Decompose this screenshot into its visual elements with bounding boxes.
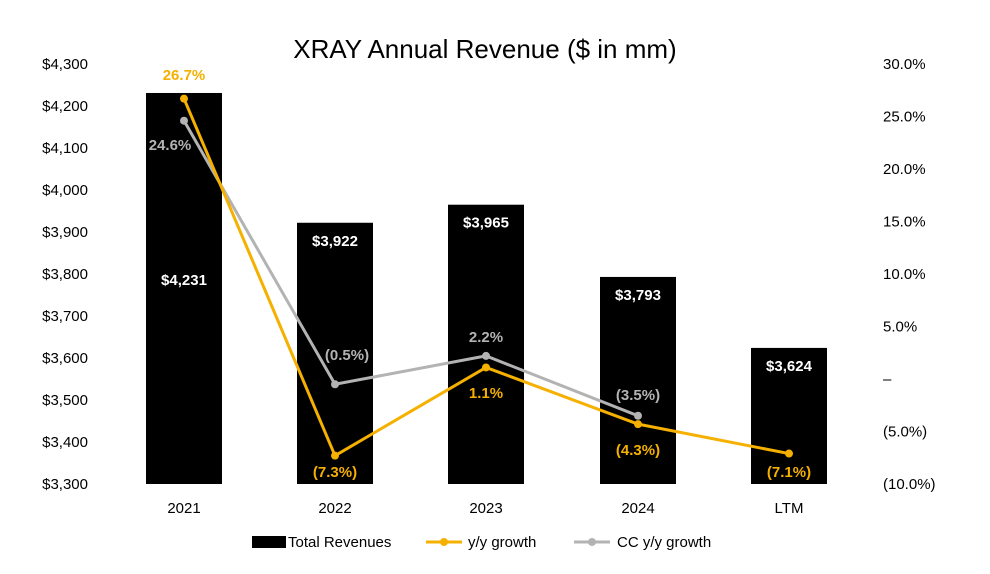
right-axis-tick-label: 5.0% xyxy=(883,319,917,336)
legend-label-total-revenues: Total Revenues xyxy=(288,534,391,551)
bar-2023 xyxy=(448,204,524,484)
yy-growth-label: 1.1% xyxy=(469,385,503,402)
left-axis-tick-label: $3,900 xyxy=(42,224,88,241)
left-axis-tick-label: $3,500 xyxy=(42,392,88,409)
x-axis-tick-label: 2021 xyxy=(167,500,200,517)
cc-yy-growth-line xyxy=(182,119,639,418)
right-axis-tick-label: 10.0% xyxy=(883,266,926,283)
yy-growth-point xyxy=(331,451,339,460)
right-axis-tick-label: 15.0% xyxy=(883,214,926,231)
yy-growth-label: (4.3%) xyxy=(616,442,660,459)
x-axis-tick-label: 2024 xyxy=(621,500,654,517)
chart-title: XRAY Annual Revenue ($ in mm) xyxy=(293,34,676,64)
cc-yy-growth-label: 2.2% xyxy=(469,329,503,346)
cc-yy-growth-point xyxy=(634,411,642,420)
right-axis-tick-label: (10.0%) xyxy=(883,476,936,493)
left-axis-tick-label: $4,100 xyxy=(42,140,88,157)
bar-data-labels: $4,231 $3,922 $3,965 $3,793 $3,624 xyxy=(161,215,813,375)
bar-2024 xyxy=(600,276,676,484)
cc-yy-growth-label: (3.5%) xyxy=(616,387,660,404)
line-series xyxy=(180,94,793,460)
legend-swatch-total-revenues xyxy=(252,536,286,548)
legend-marker-cc-yy-growth xyxy=(588,538,596,546)
cc-yy-growth-point xyxy=(180,116,188,125)
legend: Total Revenues y/y growth CC y/y growth xyxy=(252,534,711,551)
right-axis: (10.0%) (5.0%) – 5.0% 10.0% 15.0% 20.0% 25.0% 30… xyxy=(883,56,936,493)
right-axis-tick-label: 20.0% xyxy=(883,161,926,178)
yy-growth-point xyxy=(482,363,490,372)
yy-growth-label: (7.3%) xyxy=(313,464,357,481)
right-axis-tick-label: – xyxy=(883,371,892,388)
x-axis: 2021 2022 2023 2024 LTM xyxy=(167,500,803,517)
bar-data-label: $3,624 xyxy=(766,358,813,375)
yy-growth-point xyxy=(180,94,188,103)
left-axis-tick-label: $3,300 xyxy=(42,476,88,493)
left-axis-tick-label: $4,300 xyxy=(42,56,88,73)
left-axis-tick-label: $3,400 xyxy=(42,434,88,451)
cc-yy-growth-point xyxy=(331,380,339,389)
yy-growth-point xyxy=(785,449,793,458)
bar-ltm xyxy=(751,347,827,484)
right-axis-tick-label: (5.0%) xyxy=(883,424,927,441)
bar-data-label: $4,231 xyxy=(161,272,207,289)
bar-data-label: $3,965 xyxy=(463,215,509,232)
x-axis-tick-label: 2022 xyxy=(318,500,351,517)
x-axis-tick-label: LTM xyxy=(775,500,804,517)
line-data-labels: 26.7% (7.3%) 1.1% (4.3%) (7.1%) 24.6% (0.5%) 2.… xyxy=(149,67,811,481)
bar-data-label: $3,793 xyxy=(615,287,661,304)
right-axis-tick-label: 30.0% xyxy=(883,56,926,73)
left-axis-tick-label: $3,600 xyxy=(42,350,88,367)
yy-growth-label: (7.1%) xyxy=(767,464,811,481)
legend-label-yy-growth: y/y growth xyxy=(468,534,536,551)
legend-marker-yy-growth xyxy=(440,538,448,546)
yy-growth-label: 26.7% xyxy=(163,67,206,84)
right-axis-tick-label: 25.0% xyxy=(883,109,926,126)
cc-yy-growth-label: 24.6% xyxy=(149,137,192,154)
x-axis-tick-label: 2023 xyxy=(469,500,502,517)
cc-yy-growth-label: (0.5%) xyxy=(325,347,369,364)
left-axis: $3,300 $3,400 $3,500 $3,600 $3,700 $3,800 $3,9… xyxy=(42,56,88,493)
bar-data-label: $3,922 xyxy=(312,233,358,250)
left-axis-tick-label: $4,200 xyxy=(42,98,88,115)
bar-series xyxy=(146,92,827,484)
left-axis-tick-label: $3,700 xyxy=(42,308,88,325)
legend-label-cc-yy-growth: CC y/y growth xyxy=(617,534,711,551)
cc-yy-growth-point xyxy=(482,351,490,360)
left-axis-tick-label: $4,000 xyxy=(42,182,88,199)
yy-growth-point xyxy=(634,420,642,429)
left-axis-tick-label: $3,800 xyxy=(42,266,88,283)
